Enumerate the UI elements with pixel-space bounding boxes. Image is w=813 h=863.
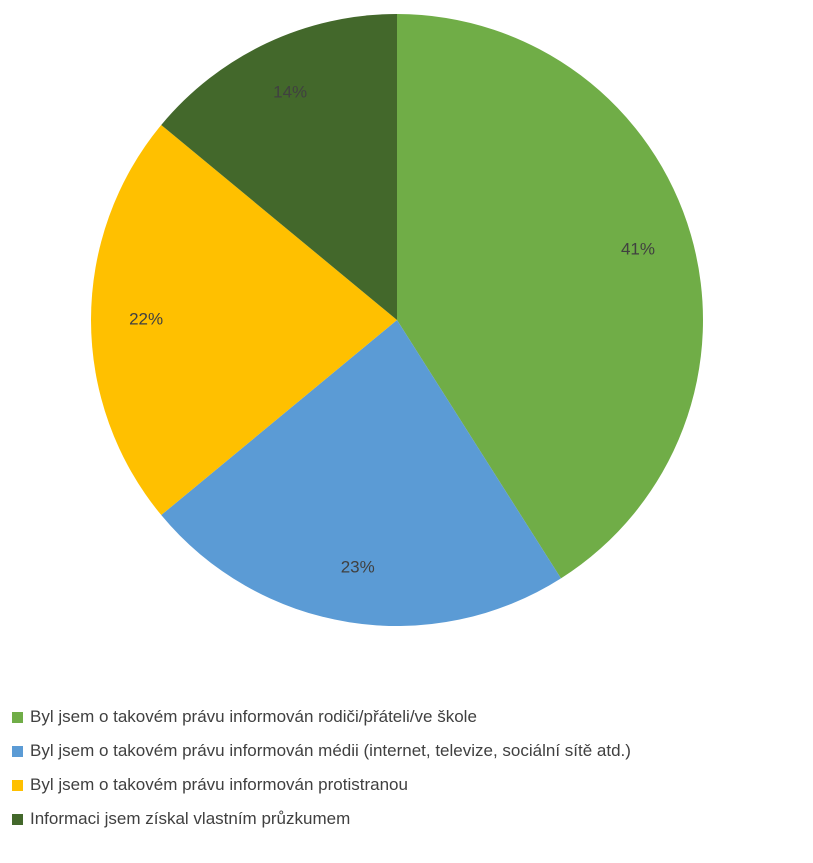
legend-swatch-icon: [12, 813, 23, 825]
data-label-opposing-party: 22%: [129, 309, 163, 328]
pie-slices: [90, 14, 703, 626]
legend-swatch-icon: [12, 711, 23, 723]
data-label-media: 23%: [341, 557, 375, 576]
pie-data-labels: 41% 23% 22% 14%: [129, 82, 655, 576]
legend-swatch-icon: [12, 745, 23, 757]
legend-label: Informaci jsem získal vlastním průzkumem: [30, 809, 351, 828]
data-label-parents-friends-school: 41%: [621, 239, 655, 258]
pie-slice-own-research: [161, 14, 397, 320]
pie-chart: 41% 23% 22% 14%: [90, 14, 703, 626]
legend-label: Byl jsem o takovém právu informován prot…: [30, 775, 408, 794]
pie-slice-parents-friends-school: [397, 14, 703, 579]
legend-item-opposing-party: Byl jsem o takovém právu informován prot…: [12, 768, 812, 802]
pie-slice-media: [161, 320, 561, 626]
legend-item-own-research: Informaci jsem získal vlastním průzkumem: [12, 802, 812, 836]
legend: Byl jsem o takovém právu informován rodi…: [12, 700, 812, 836]
legend-label: Byl jsem o takovém právu informován rodi…: [30, 707, 477, 726]
legend-label: Byl jsem o takovém právu informován médi…: [30, 741, 631, 760]
pie-slice-opposing-party: [90, 124, 397, 516]
legend-item-media: Byl jsem o takovém právu informován médi…: [12, 734, 812, 768]
legend-swatch-icon: [12, 779, 23, 791]
legend-item-parents-friends-school: Byl jsem o takovém právu informován rodi…: [12, 700, 812, 734]
data-label-own-research: 14%: [273, 82, 307, 101]
